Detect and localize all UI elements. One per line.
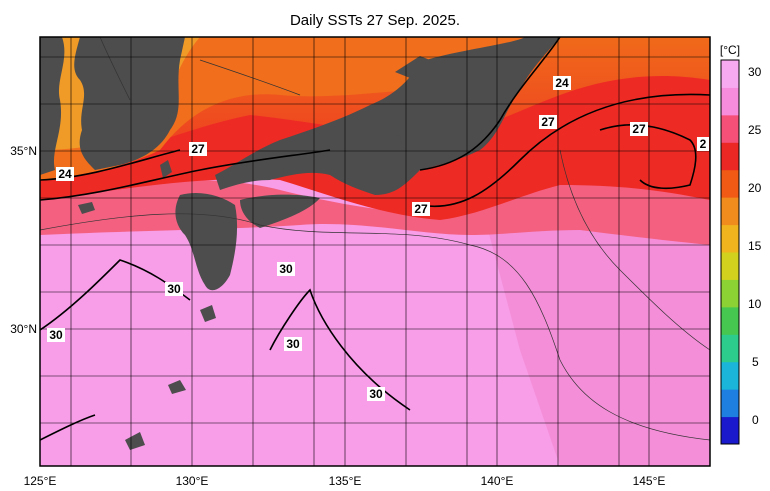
land-kyushu (175, 193, 238, 291)
contour-labels: 24 24 27 27 27 27 2 30 30 30 30 30 (47, 76, 709, 401)
colorbar-strip (721, 142, 739, 171)
contour-label: 24 (56, 167, 74, 181)
colorbar-strip (721, 334, 739, 363)
colorbar-strip (721, 279, 739, 308)
contour-label: 30 (165, 282, 183, 296)
y-tick-label: 30°N (10, 322, 37, 336)
y-tick-label: 35°N (10, 144, 37, 158)
contour-label: 24 (553, 76, 571, 90)
land-honshu (215, 37, 560, 195)
svg-text:24: 24 (58, 167, 72, 181)
contour-label: 27 (630, 122, 648, 136)
contours-minor (40, 37, 710, 441)
contour-label: 27 (189, 142, 207, 156)
colorbar-strip (721, 306, 739, 335)
land-korea (74, 37, 185, 170)
contour-label: 30 (277, 262, 295, 276)
colorbar-strip (721, 224, 739, 253)
svg-text:30: 30 (369, 387, 383, 401)
map-frame (39, 36, 711, 467)
land-sado (395, 56, 430, 80)
colorbar-strip (721, 87, 739, 116)
colorbar-strip (721, 60, 739, 88)
svg-text:27: 27 (414, 202, 428, 216)
colorbar-tick-label: 5 (752, 355, 759, 369)
colorbar-tick-label: 10 (748, 297, 762, 311)
contour-label: 27 (412, 202, 430, 216)
colorbar-strip (721, 389, 739, 418)
map-title: Daily SSTs 27 Sep. 2025. (289, 12, 461, 29)
y-axis-labels: 35°N 30°N (10, 144, 37, 336)
x-tick-label: 125°E (24, 474, 57, 488)
contour-label: 30 (284, 337, 302, 351)
svg-text:30: 30 (49, 328, 63, 342)
graticule (40, 37, 710, 466)
x-axis-labels: 125°E 130°E 135°E 140°E 145°E (24, 474, 666, 488)
contour-label: 2 (697, 137, 709, 151)
x-tick-label: 140°E (481, 474, 514, 488)
land-islet (390, 135, 402, 147)
colorbar-strip (721, 197, 739, 226)
colorbar-tick-label: 15 (748, 239, 762, 253)
colorbar-strip (721, 416, 739, 445)
svg-text:27: 27 (632, 122, 646, 136)
svg-text:30: 30 (167, 282, 181, 296)
x-tick-label: 135°E (329, 474, 362, 488)
colorbar-strip (721, 169, 739, 198)
svg-text:27: 27 (541, 115, 555, 129)
contour-label: 30 (47, 328, 65, 342)
svg-text:24: 24 (555, 76, 569, 90)
colorbar-strips (721, 60, 739, 445)
svg-text:2: 2 (700, 137, 707, 151)
colorbar-strip (721, 252, 739, 280)
land-shikoku (240, 194, 320, 228)
contour-label: 30 (367, 387, 385, 401)
contour-label: 27 (539, 115, 557, 129)
land-china (40, 37, 65, 175)
svg-text:27: 27 (191, 142, 205, 156)
x-tick-label: 145°E (633, 474, 666, 488)
svg-text:30: 30 (279, 262, 293, 276)
x-tick-label: 130°E (176, 474, 209, 488)
colorbar-tick-label: 25 (748, 123, 762, 137)
colorbar-strip (721, 114, 739, 143)
colorbar-unit: [°C] (720, 43, 740, 57)
land-tsushima (160, 160, 172, 178)
colorbar-ticks: 30 25 20 15 10 5 0 (748, 65, 762, 427)
land-okinawa (125, 432, 145, 450)
land-tanegashima (200, 305, 216, 322)
colorbar-tick-label: 20 (748, 181, 762, 195)
svg-text:30: 30 (286, 337, 300, 351)
colorbar-tick-label: 0 (752, 413, 759, 427)
map-field (40, 37, 710, 466)
colorbar-frame (720, 59, 740, 445)
colorbar-strip (721, 361, 739, 390)
land-amami (168, 380, 186, 394)
colorbar-tick-label: 30 (748, 65, 762, 79)
land-jeju (78, 202, 95, 214)
